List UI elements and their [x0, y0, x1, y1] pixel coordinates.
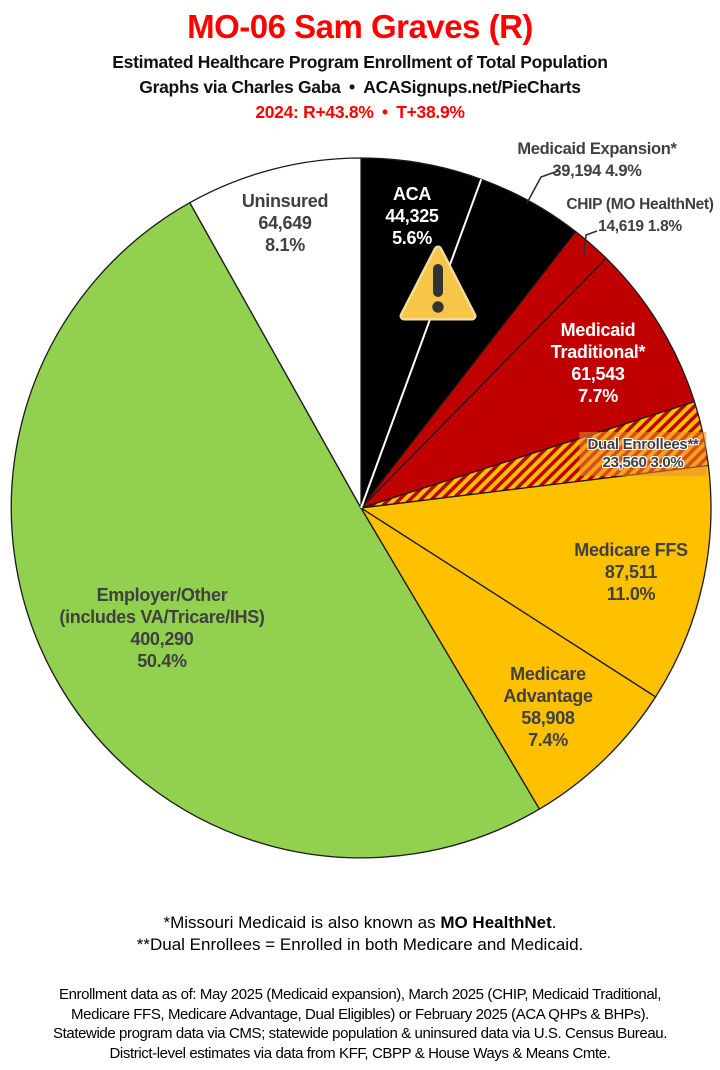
- slice-value-percent: 23,560 3.0%: [602, 454, 684, 471]
- pie-slice-medicaid-traditional: [360, 257, 696, 509]
- aca-medexp-divider-line: [360, 178, 483, 509]
- source-paragraph: Enrollment data as of: May 2025 (Medicai…: [0, 985, 720, 1063]
- slice-value: 400,290: [130, 629, 194, 649]
- pie-divider-and-leaders: [360, 170, 598, 509]
- footnote-bold: MO HealthNet: [440, 913, 552, 932]
- slice-value: 64,649: [258, 213, 312, 233]
- slice-name: Employer/Other: [96, 585, 228, 605]
- slice-name-2: Advantage: [503, 686, 593, 706]
- slice-percent: 11.0%: [606, 584, 656, 604]
- partisan-lean-line: 2024: R+43.8% • T+38.9%: [255, 102, 465, 122]
- slice-name: Medicare FFS: [574, 540, 688, 560]
- source-line: District-level estimates via data from K…: [109, 1044, 611, 1062]
- slice-name: Medicaid: [560, 320, 636, 340]
- slice-label-uninsured: Uninsured 64,649 8.1%: [241, 190, 329, 256]
- slice-percent: 7.7%: [578, 386, 618, 406]
- medicaid-expansion-leader-line: [526, 170, 559, 204]
- pie-slice-medicare-ffs: [360, 464, 712, 698]
- footnote-period: .: [551, 913, 557, 932]
- footnote-dual-enrollees: **Dual Enrollees = Enrolled in both Medi…: [136, 935, 584, 954]
- page-title: MO-06 Sam Graves (R): [187, 8, 533, 45]
- slice-label-dual-enrollees: Dual Enrollees** 23,560 3.0%: [579, 432, 707, 476]
- subtitle-credit: Graphs via Charles Gaba • ACASignups.net…: [139, 77, 581, 97]
- slice-value-percent: 14,619 1.8%: [598, 218, 682, 235]
- slice-percent: 5.6%: [392, 228, 432, 248]
- chip-leader-line: [583, 230, 598, 257]
- slice-value: 87,511: [604, 562, 658, 582]
- slice-value: 58,908: [521, 708, 575, 728]
- pie-slice-employer-other: [10, 202, 541, 859]
- footnote-mo-healthnet: *Missouri Medicaid is also known as MO H…: [0, 912, 720, 934]
- slice-name: ACA: [392, 184, 432, 204]
- slice-label-aca: ACA 44,325 5.6%: [385, 183, 439, 249]
- slice-value: 61,543: [571, 364, 625, 384]
- slice-label-chip: CHIP (MO HealthNet) 14,619 1.8%: [566, 194, 714, 238]
- slice-label-medicaid-expansion: Medicaid Expansion* 39,194 4.9%: [517, 138, 677, 182]
- slice-label-medicare-ffs: Medicare FFS 87,511 11.0%: [574, 539, 688, 605]
- footnote-text: *Missouri Medicaid is also known as: [163, 913, 441, 932]
- slice-name: Dual Enrollees**: [587, 436, 699, 453]
- slice-percent: 7.4%: [528, 730, 568, 750]
- pie-slice-medicare-advantage: [360, 507, 657, 810]
- slice-percent: 50.4%: [137, 651, 187, 671]
- slice-percent: 8.1%: [265, 235, 305, 255]
- slice-label-employer-other: Employer/Other (includes VA/Tricare/IHS)…: [59, 584, 265, 672]
- warning-icon: [399, 245, 477, 321]
- slice-name: Uninsured: [241, 191, 329, 211]
- source-line: Enrollment data as of: May 2025 (Medicai…: [58, 986, 661, 1003]
- slice-name-2: (includes VA/Tricare/IHS): [59, 607, 265, 627]
- slice-name-2: Traditional*: [550, 342, 646, 362]
- slice-value: 44,325: [385, 206, 439, 226]
- source-line: Statewide program data via CMS; statewid…: [53, 1025, 667, 1042]
- pie-slice-uninsured: [189, 157, 362, 509]
- slice-value-percent: 39,194 4.9%: [552, 162, 642, 180]
- pie-slices: [10, 157, 712, 859]
- slice-label-medicare-advantage: Medicare Advantage 58,908 7.4%: [503, 663, 593, 751]
- source-line: Medicare FFS, Medicare Advantage, Dual E…: [71, 1005, 649, 1023]
- slice-name: CHIP (MO HealthNet): [566, 196, 714, 213]
- slice-name: Medicaid Expansion*: [517, 140, 677, 158]
- subtitle-enrollment: Estimated Healthcare Program Enrollment …: [112, 52, 608, 72]
- slice-name: Medicare: [510, 664, 586, 684]
- pie-chart: [10, 157, 712, 859]
- slice-label-medicaid-traditional: Medicaid Traditional* 61,543 7.7%: [550, 319, 646, 407]
